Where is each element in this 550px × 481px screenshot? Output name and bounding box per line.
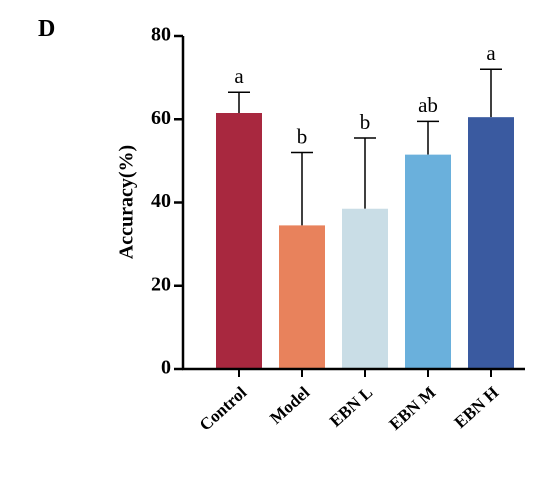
x-tick-label: EBN M bbox=[386, 383, 440, 434]
bar bbox=[216, 113, 262, 369]
bar bbox=[342, 208, 388, 369]
x-tick-label: EBN L bbox=[326, 383, 376, 431]
y-tick-label: 80 bbox=[151, 24, 171, 46]
y-tick-label: 0 bbox=[161, 357, 171, 379]
significance-label: a bbox=[486, 41, 496, 65]
y-tick-label: 20 bbox=[151, 273, 171, 295]
bar bbox=[405, 154, 451, 369]
x-tick-label: Model bbox=[266, 383, 313, 428]
panel-label: D bbox=[38, 16, 55, 42]
y-axis-label: Accuracy(%) bbox=[116, 145, 138, 259]
bar bbox=[279, 225, 325, 369]
significance-label: ab bbox=[418, 93, 438, 117]
bar bbox=[468, 117, 514, 369]
x-tick-label: EBN H bbox=[451, 383, 503, 432]
x-tick-label: Control bbox=[196, 383, 251, 435]
significance-label: b bbox=[360, 110, 371, 134]
y-tick-label: 60 bbox=[151, 107, 171, 129]
significance-label: a bbox=[234, 64, 244, 88]
y-tick-label: 40 bbox=[151, 190, 171, 212]
significance-label: b bbox=[297, 124, 308, 148]
